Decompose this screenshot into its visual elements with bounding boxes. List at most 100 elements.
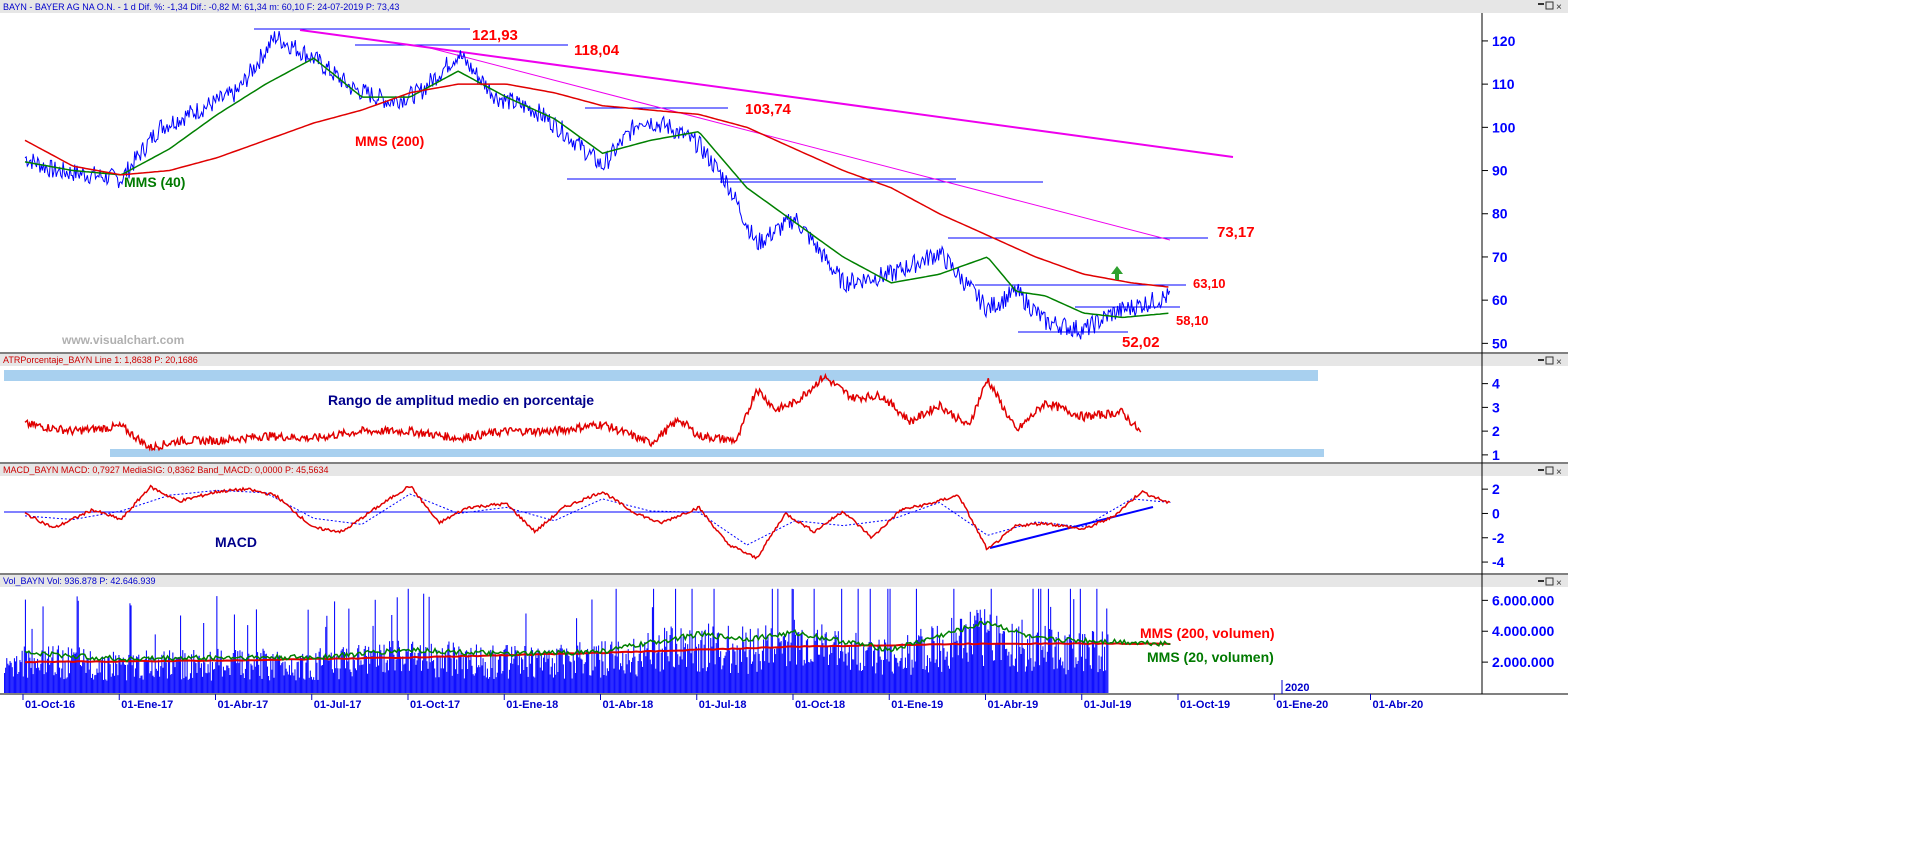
volume-bar	[63, 679, 65, 693]
volume-bar	[701, 630, 703, 693]
volume-bar	[84, 662, 86, 693]
volume-bar	[108, 657, 110, 693]
volume-bar	[871, 666, 873, 693]
volume-bar	[587, 648, 589, 693]
volume-bar	[233, 614, 235, 693]
volume-bar	[862, 670, 864, 693]
volume-bar	[89, 651, 91, 693]
volume-bar	[632, 657, 634, 693]
volume-bar	[852, 659, 854, 693]
volume-bar	[617, 641, 619, 693]
volume-bar	[139, 678, 141, 693]
macd-panel-controls[interactable]: ×	[1538, 466, 1562, 478]
volume-bar	[254, 666, 256, 693]
volume-bar	[1028, 659, 1030, 693]
volume-bar	[719, 657, 721, 693]
volume-bar	[585, 651, 587, 693]
volume-bar	[907, 635, 909, 693]
volume-bar	[75, 652, 77, 693]
volume-bar	[736, 645, 738, 693]
volume-bar	[492, 645, 494, 693]
volume-bar	[778, 638, 780, 693]
volume-bar	[975, 620, 977, 693]
x-tick-label: 01-Oct-17	[410, 699, 460, 711]
volume-bar	[1017, 671, 1019, 693]
price-panel-controls[interactable]: ×	[1538, 1, 1562, 13]
volume-bar	[569, 661, 571, 693]
volume-bar	[299, 656, 301, 693]
atr-panel-controls[interactable]: ×	[1538, 356, 1562, 368]
volume-bar	[551, 658, 553, 693]
volume-bar	[955, 632, 957, 693]
volume-bar	[1102, 671, 1104, 693]
vol-panel-controls[interactable]: ×	[1538, 577, 1562, 589]
volume-bar	[856, 664, 858, 693]
vol-panel: MMS (200, volumen) MMS (20, volumen) 2.0…	[4, 588, 1554, 693]
volume-bar	[371, 656, 373, 693]
volume-bar	[1085, 658, 1087, 693]
volume-bar	[455, 669, 457, 693]
volume-bar	[202, 676, 204, 693]
volume-bar	[241, 651, 243, 693]
volume-bar	[502, 671, 504, 693]
volume-bar	[853, 659, 855, 693]
volume-bar	[535, 652, 537, 693]
volume-bar	[515, 650, 517, 693]
volume-bar	[312, 679, 314, 693]
volume-bar	[258, 664, 260, 693]
volume-bar	[966, 652, 968, 693]
volume-bar	[364, 645, 366, 693]
volume-bar	[557, 672, 559, 693]
volume-bar	[601, 641, 603, 693]
volume-bar	[481, 665, 483, 693]
volume-bar	[220, 650, 222, 693]
volume-bar	[64, 661, 66, 693]
volume-bar	[12, 676, 14, 693]
volume-bar	[463, 678, 465, 693]
volume-bar	[484, 662, 486, 693]
macd-y-tick-label: 2	[1492, 481, 1500, 497]
volume-bar	[96, 668, 98, 693]
volume-bar	[1062, 661, 1064, 693]
x-tick-label: 01-Abr-18	[603, 699, 654, 711]
volume-bar	[250, 663, 252, 693]
volume-bar	[755, 652, 757, 693]
volume-bar	[994, 660, 996, 693]
price-y-tick-label: 110	[1492, 76, 1515, 92]
volume-bar	[807, 638, 809, 693]
volume-bar	[570, 662, 572, 693]
volume-bar	[39, 670, 41, 693]
x-tick-label: 01-Abr-19	[988, 699, 1039, 711]
volume-bar	[636, 676, 638, 693]
volume-bar	[722, 665, 724, 693]
volume-bar	[61, 668, 63, 693]
volume-bar	[670, 626, 672, 693]
volume-bar	[472, 674, 474, 693]
volume-bar	[534, 677, 536, 693]
volume-bar	[499, 654, 501, 693]
volume-bar	[609, 651, 611, 693]
volume-bar	[504, 648, 506, 693]
volume-bar	[260, 653, 262, 693]
volume-bar	[398, 647, 400, 693]
volume-bar	[206, 673, 208, 693]
volume-bar	[470, 647, 472, 693]
volume-bar	[824, 633, 826, 693]
volume-bar	[54, 672, 56, 693]
volume-bar	[42, 606, 44, 693]
volume-bar	[407, 588, 409, 693]
volume-bar	[765, 625, 767, 693]
volume-bar	[859, 662, 861, 693]
volume-bar	[948, 668, 950, 693]
price-y-tick-label: 70	[1492, 249, 1508, 265]
volume-bar	[469, 660, 471, 693]
volume-bar	[600, 677, 602, 693]
volume-bar	[1006, 648, 1008, 693]
volume-bar	[821, 624, 823, 693]
volume-bar	[724, 655, 726, 693]
volume-bar	[1019, 646, 1021, 693]
volume-bar	[946, 651, 948, 693]
volume-bar	[1058, 659, 1060, 693]
volume-bar	[55, 674, 57, 693]
volume-bar	[408, 670, 410, 693]
